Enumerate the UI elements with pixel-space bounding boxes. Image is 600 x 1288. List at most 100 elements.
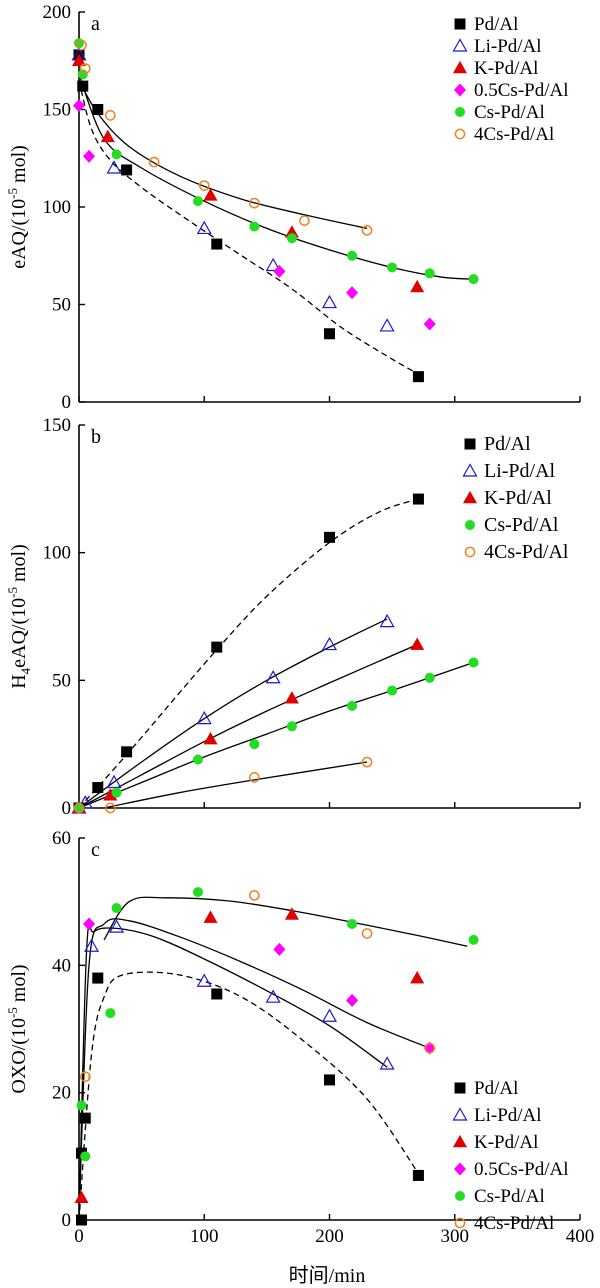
data-point-li-pd-al [106, 774, 122, 789]
data-point-0-5cs-pd-al [83, 149, 96, 163]
fit-line-4 [103, 761, 368, 809]
legend-label-pd-al: Pd/Al [474, 14, 518, 35]
y-axis-label: H4eAQ/(10-5 mol) [5, 544, 33, 689]
data-point-li-pd-al [321, 294, 338, 309]
fit-line-0 [78, 80, 421, 376]
fit-line-0 [78, 498, 419, 809]
data-point-pd-al [77, 80, 89, 92]
data-point-li-pd-al [83, 938, 100, 952]
data-point-k-pd-al [284, 907, 299, 920]
data-point-k-pd-al [410, 279, 425, 293]
data-point-pd-al [324, 1074, 335, 1086]
legend-label-4cs-pd-al: 4Cs-Pd/Al [474, 124, 554, 145]
x-tick-label: 0 [74, 1226, 84, 1247]
data-point-pd-al [92, 104, 104, 115]
fit-line-2 [78, 644, 418, 809]
fit-line-1 [78, 618, 388, 809]
data-point-4cs-pd-al [104, 110, 116, 121]
data-point-4cs-pd-al [73, 802, 85, 814]
data-point-pd-al [121, 164, 133, 176]
data-point-k-pd-al [203, 188, 218, 201]
legend-marker-pd-al [454, 18, 466, 30]
data-point-cs-pd-al [249, 221, 260, 232]
data-point-pd-al [211, 641, 223, 653]
data-point-4cs-pd-al [249, 197, 260, 209]
legend-label-li-pd-al: Li-Pd/Al [474, 36, 542, 57]
data-point-cs-pd-al [347, 918, 358, 929]
legend-label-pd-al: Pd/Al [474, 1078, 518, 1099]
y-tick-label: 100 [43, 197, 72, 218]
legend-marker-4cs-pd-al [454, 1217, 466, 1229]
data-point-4cs-pd-al [424, 1042, 436, 1054]
data-point-cs-pd-al [111, 787, 122, 798]
legend-marker-k-pd-al [452, 1134, 468, 1148]
data-point-4cs-pd-al [361, 928, 373, 939]
data-point-0-5cs-pd-al [273, 942, 286, 956]
data-point-4cs-pd-al [249, 772, 260, 783]
x-tick-label: 100 [190, 1226, 219, 1247]
data-point-li-pd-al [379, 318, 395, 332]
panel-label: a [91, 13, 100, 35]
data-point-cs-pd-al [192, 196, 203, 207]
data-point-cs-pd-al [80, 1151, 91, 1162]
data-point-cs-pd-al [468, 274, 479, 285]
x-tick-label: 200 [315, 1226, 344, 1247]
legend-label-cs-pd-al: Cs-Pd/Al [484, 514, 559, 536]
data-point-pd-al [412, 493, 424, 505]
y-tick-label: 20 [52, 1083, 71, 1104]
data-point-pd-al [92, 782, 104, 794]
legend-label-k-pd-al: K-Pd/Al [484, 487, 552, 509]
legend-marker-cs-pd-al [465, 520, 475, 530]
legend-marker-li-pd-al [452, 38, 468, 52]
legend-label-cs-pd-al: Cs-Pd/Al [474, 102, 545, 123]
fit-line-0 [78, 971, 421, 1221]
panel-c: 0 20 40 60 0 100 200 300 400 c OXO/(10-5 mol) Pd/Al… [5, 828, 594, 1247]
legend-marker-pd-al [464, 438, 476, 450]
legend-marker-0-5cs-pd-al [454, 1162, 466, 1176]
data-point-cs-pd-al [424, 672, 435, 683]
y-tick-label: 0 [62, 1210, 72, 1231]
x-tick-label: 300 [441, 1226, 470, 1247]
legend-label-k-pd-al: K-Pd/Al [474, 1132, 538, 1153]
legend-marker-4cs-pd-al [454, 128, 466, 140]
data-point-pd-al [92, 972, 104, 984]
data-point-cs-pd-al [347, 250, 358, 261]
fit-line-3 [103, 896, 468, 947]
data-point-k-pd-al [203, 731, 218, 745]
data-point-4cs-pd-al [198, 180, 210, 191]
data-point-li-pd-al [321, 1008, 338, 1022]
data-point-li-pd-al [196, 220, 212, 235]
data-point-cs-pd-al [347, 700, 358, 711]
data-point-0-5cs-pd-al [423, 317, 436, 331]
data-point-pd-al [324, 328, 335, 340]
data-point-4cs-pd-al [361, 225, 373, 236]
data-point-k-pd-al [284, 691, 299, 704]
data-point-0-5cs-pd-al [346, 286, 359, 300]
legend-marker-0-5cs-pd-al [454, 83, 466, 97]
legend-label-li-pd-al: Li-Pd/Al [474, 1105, 542, 1126]
data-point-k-pd-al [203, 910, 218, 923]
legend-label-cs-pd-al: Cs-Pd/Al [474, 1186, 545, 1207]
y-tick-label: 50 [52, 670, 71, 691]
y-tick-label: 200 [43, 2, 72, 23]
data-point-0-5cs-pd-al [83, 917, 96, 931]
fit-line-2 [78, 918, 430, 1221]
data-point-cs-pd-al [468, 657, 479, 668]
data-point-cs-pd-al [74, 38, 84, 49]
data-point-pd-al [324, 531, 335, 543]
data-point-k-pd-al [71, 53, 87, 67]
legend-label-4cs-pd-al: 4Cs-Pd/Al [474, 1213, 554, 1234]
x-tick-label: 400 [566, 1226, 595, 1247]
legend-label-k-pd-al: K-Pd/Al [474, 58, 538, 79]
data-point-li-pd-al [109, 919, 125, 933]
data-point-cs-pd-al [387, 262, 398, 273]
data-point-cs-pd-al [77, 69, 88, 80]
data-point-cs-pd-al [286, 233, 297, 244]
legend-label-li-pd-al: Li-Pd/Al [484, 460, 556, 482]
y-tick-label: 50 [52, 295, 71, 316]
data-point-cs-pd-al [76, 1100, 87, 1111]
y-tick-label: 60 [52, 828, 71, 849]
data-point-4cs-pd-al [249, 889, 260, 901]
data-point-li-pd-al [77, 795, 93, 809]
y-tick-label: 40 [52, 955, 71, 976]
